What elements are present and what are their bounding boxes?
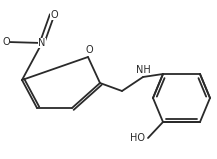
Text: O: O bbox=[50, 10, 58, 20]
Text: O: O bbox=[85, 45, 93, 55]
Text: NH: NH bbox=[136, 65, 150, 75]
Text: HO: HO bbox=[130, 133, 145, 143]
Text: N: N bbox=[38, 38, 46, 48]
Text: O: O bbox=[2, 37, 10, 47]
